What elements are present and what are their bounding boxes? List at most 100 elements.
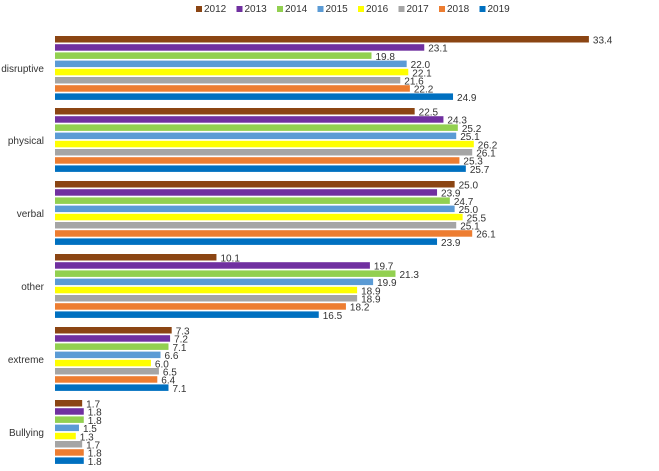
data-label-physical-2017: 26.1 (476, 149, 496, 160)
data-label-extreme-2018: 6.4 (161, 376, 175, 387)
data-label-other-2018: 18.2 (350, 303, 370, 314)
data-label-extreme-2012: 7.3 (176, 327, 190, 338)
bar-other-2016 (55, 286, 358, 294)
bar-other-2019 (55, 311, 319, 318)
legend-label-2016: 2016 (366, 4, 389, 15)
data-label-extreme-2016: 6.0 (155, 359, 169, 370)
data-label-physical-2016: 26.2 (478, 140, 498, 151)
legend-swatch-2012 (196, 6, 202, 12)
category-labels: disruptive physical verbal other extreme Bull… (1, 64, 44, 439)
data-label-bullying-2014: 1.8 (88, 416, 102, 427)
bar-bullying-2016 (55, 432, 76, 440)
data-label-other-2014: 21.3 (399, 270, 419, 281)
bar-physical-2012 (55, 108, 415, 115)
bar-verbal-2014 (55, 197, 450, 204)
data-label-other-2016: 18.9 (361, 286, 381, 297)
legend-label-2019: 2019 (488, 4, 511, 15)
bar-other-2013 (55, 262, 370, 269)
data-label-other-2019: 16.5 (323, 311, 343, 322)
data-label-disruptive-2016: 22.1 (412, 68, 432, 79)
data-label-other-2017: 18.9 (361, 295, 381, 306)
bar-disruptive-2018 (55, 85, 410, 92)
bar-other-2015 (55, 278, 374, 286)
bar-other-2012 (55, 254, 217, 261)
data-label-disruptive-2012: 33.4 (593, 36, 613, 47)
data-label-extreme-2019: 7.1 (172, 384, 186, 395)
value-labels: 33.4 23.1 19.8 22.022.121.622.2 24.9 22.5 24.3… (80, 36, 613, 468)
chart-legend: 2012 2013 2014 2015 2016 2017 2018 2019 (196, 4, 510, 15)
bar-verbal-2019 (55, 238, 438, 245)
data-label-bullying-2013: 1.8 (88, 408, 102, 419)
legend-label-2014: 2014 (285, 4, 308, 15)
bar-extreme-2012 (55, 327, 172, 334)
data-label-disruptive-2014: 19.8 (376, 52, 396, 63)
bar-physical-2018 (55, 157, 460, 164)
bar-disruptive-2014 (55, 52, 372, 59)
bar-disruptive-2019 (55, 93, 454, 100)
data-label-bullying-2017: 1.7 (86, 441, 100, 452)
bar-bullying-2018 (55, 449, 84, 456)
data-label-extreme-2017: 6.5 (163, 368, 177, 379)
bar-extreme-2013 (55, 335, 171, 342)
data-label-verbal-2018: 26.1 (476, 230, 496, 241)
data-label-verbal-2016: 25.5 (467, 213, 487, 224)
data-label-verbal-2013: 23.9 (441, 189, 461, 200)
data-label-bullying-2016: 1.3 (80, 432, 94, 443)
bar-bullying-2012 (55, 400, 83, 407)
category-label-other: other (21, 282, 44, 293)
bar-bullying-2014 (55, 416, 84, 423)
legend-swatch-2017 (398, 6, 405, 12)
bar-bullying-2013 (55, 408, 84, 415)
category-label-verbal: verbal (17, 209, 44, 220)
data-label-verbal-2012: 25.0 (459, 181, 479, 192)
bar-verbal-2016 (55, 213, 463, 221)
bar-bullying-2015 (55, 424, 79, 432)
bar-physical-2015 (55, 132, 457, 140)
data-label-other-2015: 19.9 (377, 278, 397, 289)
data-label-bullying-2012: 1.7 (86, 400, 100, 411)
bar-bullying-2019 (55, 457, 84, 464)
category-label-bullying: Bullying (9, 428, 44, 439)
data-label-disruptive-2019: 24.9 (457, 93, 477, 104)
data-label-physical-2019: 25.7 (470, 165, 490, 176)
bar-verbal-2017 (55, 222, 457, 229)
bar-verbal-2012 (55, 181, 455, 188)
legend-swatch-2013 (236, 6, 243, 12)
bar-disruptive-2013 (55, 44, 425, 51)
bar-physical-2019 (55, 165, 466, 172)
bar-disruptive-2015 (55, 60, 407, 68)
bar-extreme-2014 (55, 343, 169, 350)
category-label-extreme: extreme (8, 355, 45, 366)
bar-other-2014 (55, 270, 396, 277)
legend-swatch-2016 (358, 6, 364, 12)
legend-label-2017: 2017 (407, 4, 430, 15)
bar-extreme-2015 (55, 351, 161, 359)
data-label-extreme-2015: 6.6 (165, 351, 179, 362)
bar-extreme-2019 (55, 384, 169, 391)
legend-swatch-2014 (277, 6, 283, 12)
data-label-physical-2015: 25.1 (460, 132, 480, 143)
data-label-verbal-2017: 25.1 (460, 222, 480, 233)
bar-disruptive-2017 (55, 77, 401, 84)
legend-swatch-2019 (479, 6, 486, 12)
data-label-physical-2012: 22.5 (419, 108, 439, 119)
bar-bullying-2017 (55, 441, 83, 448)
legend-label-2018: 2018 (447, 4, 470, 15)
bar-other-2018 (55, 303, 346, 310)
data-label-other-2013: 19.7 (374, 262, 394, 273)
data-label-physical-2014: 25.2 (462, 124, 482, 135)
bar-physical-2017 (55, 149, 473, 156)
bar-disruptive-2016 (55, 68, 409, 76)
data-label-verbal-2019: 23.9 (441, 238, 461, 249)
legend-swatch-2015 (317, 6, 324, 12)
data-label-other-2012: 10.1 (220, 254, 240, 265)
legend-swatch-2018 (439, 6, 445, 12)
data-label-verbal-2015: 25.0 (459, 205, 479, 216)
data-label-bullying-2015: 1.5 (83, 424, 97, 435)
bar-physical-2013 (55, 116, 444, 123)
bar-extreme-2016 (55, 359, 151, 367)
legend-label-2013: 2013 (245, 4, 268, 15)
bar-extreme-2018 (55, 376, 158, 383)
legend-label-2012: 2012 (204, 4, 227, 15)
data-label-physical-2018: 25.3 (463, 157, 483, 168)
